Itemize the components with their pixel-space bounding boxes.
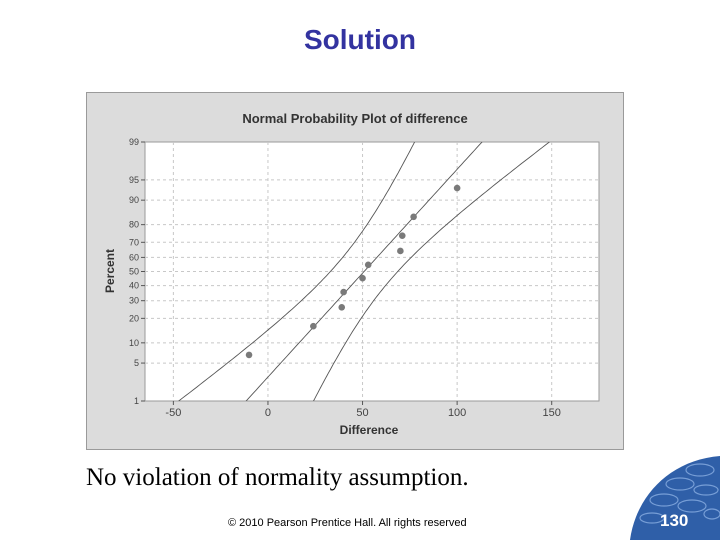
y-tick-label: 80 [129,220,139,230]
data-points [245,184,461,359]
y-tick-label: 90 [129,195,139,205]
y-tick-label: 60 [129,252,139,262]
data-point [338,304,346,311]
data-point [245,351,253,359]
page-number: 130 [660,511,689,530]
data-point [310,322,317,330]
y-tick-label: 1 [134,396,139,406]
data-point [453,184,461,192]
data-point [359,274,366,282]
x-tick-label: 150 [543,407,561,419]
chart-title: Normal Probability Plot of difference [242,111,467,126]
data-point [398,232,406,239]
confidence-band-upper [312,142,551,401]
y-tick-label: 30 [129,296,139,306]
fit-line [245,142,483,401]
x-tick-label: 0 [265,407,271,419]
fit-and-confidence-band [177,142,551,401]
copyright-notice: © 2010 Pearson Prentice Hall. All rights… [228,517,467,529]
x-tick-label: -50 [165,407,181,419]
data-point [340,288,347,296]
confidence-band-lower [177,142,416,401]
caption: No violation of normality assumption. [86,464,469,491]
y-axis-label: Percent [103,249,117,293]
page-badge-icon [630,456,720,540]
data-point [410,213,417,221]
y-tick-label: 5 [134,358,139,368]
data-point [397,247,404,255]
y-tick-label: 95 [129,175,139,185]
x-tick-label: 100 [448,407,466,419]
normal-probability-plot: Normal Probability Plot of difference -5… [103,111,600,437]
y-tick-label: 40 [129,281,139,291]
y-tick-label: 50 [129,267,139,277]
y-tick-label: 99 [129,137,139,147]
chart-frame: Normal Probability Plot of difference -5… [86,92,624,450]
data-point [364,261,372,269]
y-tick-label: 70 [129,237,139,247]
y-tick-label: 20 [129,313,139,323]
x-axis-label: Difference [340,423,399,437]
slide-title: Solution [304,24,416,55]
axis-ticks: -50 0 50 100 150 1 5 10 20 30 40 50 60 70 80 90 95 99 [129,137,561,419]
x-tick-label: 50 [356,407,368,419]
y-tick-label: 10 [129,338,139,348]
